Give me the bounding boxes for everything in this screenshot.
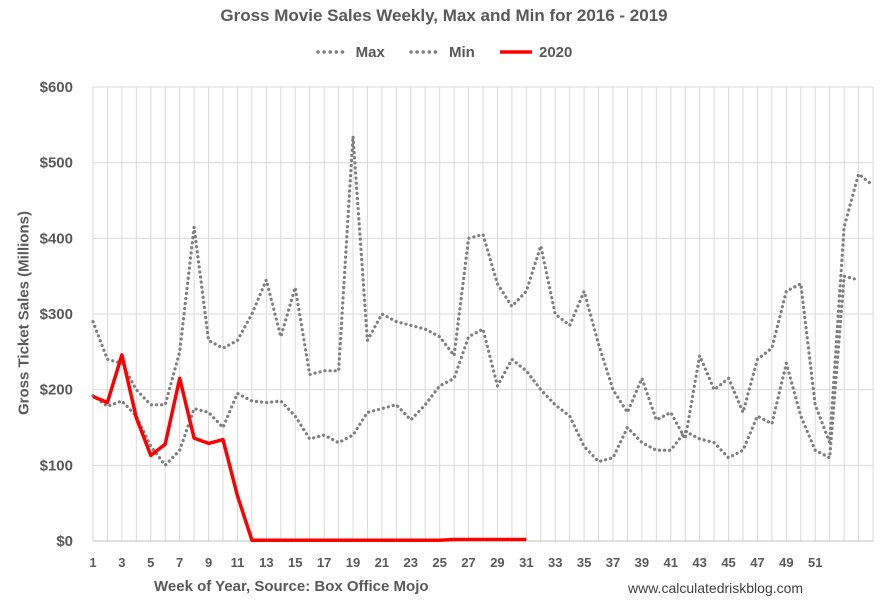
x-tick-label: 3	[118, 555, 125, 570]
x-tick-label: 13	[259, 555, 273, 570]
legend-item-max: Max	[315, 43, 385, 61]
series-line-2020	[92, 353, 527, 542]
x-tick-label: 35	[577, 555, 591, 570]
watermark: www.calculatedriskblog.com	[628, 580, 804, 596]
series-line-min	[91, 274, 861, 467]
y-tick-label: $600	[40, 79, 73, 96]
x-tick-label: 7	[176, 555, 183, 570]
x-tick-label: 39	[635, 555, 649, 570]
x-tick-label: 29	[490, 555, 504, 570]
y-axis-title: Gross Ticket Sales (Millions)	[15, 211, 33, 415]
x-tick-label: 17	[317, 555, 331, 570]
x-tick-label: 37	[606, 555, 620, 570]
x-tick-label: 19	[346, 555, 360, 570]
x-tick-label: 45	[721, 555, 735, 570]
x-tick-label: 47	[750, 555, 764, 570]
x-tick-label: 5	[147, 555, 154, 570]
x-tick-label: 1	[89, 555, 96, 570]
x-tick-label: 9	[205, 555, 212, 570]
legend: Max Min 2020	[0, 42, 888, 61]
x-tick-label: 25	[432, 555, 446, 570]
y-tick-label: $300	[40, 306, 73, 323]
y-tick-label: $400	[40, 230, 73, 247]
legend-label-2020: 2020	[538, 43, 573, 61]
y-tick-label: $500	[40, 155, 73, 172]
legend-item-2020: 2020	[499, 44, 572, 61]
legend-swatch-min-icon	[409, 50, 443, 54]
legend-swatch-2020-icon	[499, 50, 532, 54]
legend-swatch-max-icon	[315, 50, 350, 54]
y-tick-label: $200	[40, 382, 73, 399]
x-tick-label: 31	[519, 555, 533, 570]
x-axis-title: Week of Year, Source: Box Office Mojo	[154, 578, 429, 595]
x-tick-label: 11	[231, 555, 245, 570]
legend-label-max: Max	[355, 43, 385, 61]
x-tick-label: 21	[375, 555, 389, 570]
x-tick-label: 23	[404, 555, 418, 570]
x-tick-label: 27	[461, 555, 475, 570]
series-line-max	[91, 134, 875, 445]
legend-item-min: Min	[409, 44, 475, 61]
x-tick-label: 33	[548, 555, 562, 570]
legend-label-min: Min	[448, 43, 475, 61]
x-tick-label: 15	[288, 555, 302, 570]
y-tick-label: $100	[40, 457, 73, 474]
x-tick-label: 49	[779, 555, 793, 570]
x-tick-label: 41	[664, 555, 678, 570]
x-tick-label: 43	[692, 555, 706, 570]
y-tick-label: $0	[56, 533, 73, 550]
chart-title: Gross Movie Sales Weekly, Max and Min fo…	[220, 6, 668, 25]
x-tick-label: 51	[808, 555, 822, 570]
